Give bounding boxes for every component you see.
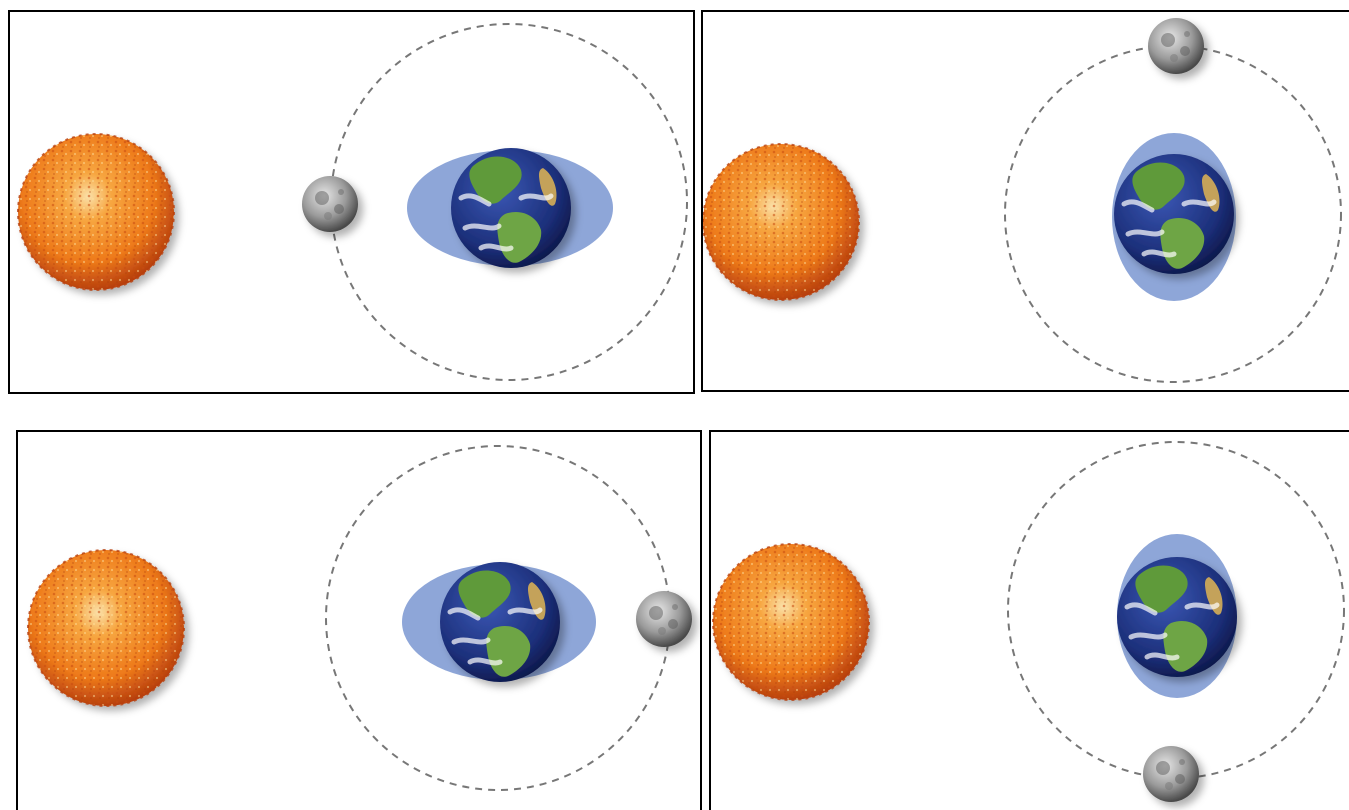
- panel-full-moon: [16, 430, 702, 810]
- diagram-first-quarter: [703, 12, 1342, 383]
- moon-icon: [302, 176, 358, 232]
- sun-icon: [703, 144, 859, 300]
- sun-icon: [28, 550, 184, 706]
- sun-icon: [713, 544, 869, 700]
- moon-icon: [1148, 18, 1204, 74]
- earth-icon: [1117, 557, 1237, 677]
- earth-icon: [1114, 154, 1234, 274]
- sun-icon: [18, 134, 174, 290]
- panel-last-quarter: [709, 430, 1349, 810]
- diagram-last-quarter: [711, 441, 1345, 810]
- moon-orbit: [1004, 45, 1342, 383]
- moon-icon: [1143, 746, 1199, 802]
- earth-icon: [440, 562, 560, 682]
- earth-icon: [451, 148, 571, 268]
- moon-orbit: [330, 23, 688, 381]
- diagram-full-moon: [18, 445, 702, 791]
- moon-icon: [636, 591, 692, 647]
- panel-first-quarter: [701, 10, 1349, 392]
- panel-new-moon: [8, 10, 695, 394]
- diagram-new-moon: [10, 23, 688, 381]
